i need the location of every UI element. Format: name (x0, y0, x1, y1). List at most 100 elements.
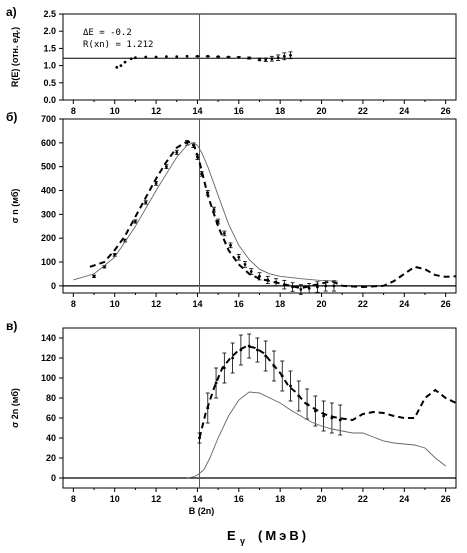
y-tick-label: 0.0 (43, 95, 56, 105)
y-tick-label: 60 (46, 413, 56, 423)
panel-a: а) R(E) (отн. ед.) 8 10 12 14 16 18 20 22 24 26 0.0 0… (6, 5, 457, 116)
data-point (282, 54, 286, 58)
data-point (256, 348, 259, 352)
data-point (216, 55, 220, 59)
x-tick-label: 20 (317, 106, 327, 116)
data-point (282, 283, 286, 287)
y-tick-label: 500 (41, 162, 56, 172)
data-point (212, 208, 216, 211)
x-tick-label: 24 (399, 494, 409, 504)
data-point (214, 381, 218, 385)
data-point (206, 191, 210, 195)
data-point (237, 255, 241, 259)
x-tick-label: 22 (358, 299, 368, 309)
y-tick-label: 80 (46, 393, 56, 403)
x-tick-label: 24 (399, 299, 409, 309)
series-solid-line (73, 142, 339, 282)
data-point (216, 220, 220, 223)
data-point (92, 274, 96, 278)
data-point (191, 143, 195, 147)
data-point (270, 57, 274, 61)
x-tick-label: 12 (151, 106, 161, 116)
data-point (222, 232, 226, 235)
data-point (305, 402, 309, 406)
data-point (324, 284, 328, 288)
y-tick-label: 400 (41, 186, 56, 196)
y-tick-label: 2.0 (43, 26, 56, 36)
data-point (239, 348, 243, 352)
y-tick-label: 120 (41, 353, 56, 363)
y-tick-label: 140 (41, 333, 56, 343)
y-tick-label: 20 (46, 453, 56, 463)
data-point (231, 356, 235, 360)
x-tick-label: 22 (358, 106, 368, 116)
data-point (322, 414, 326, 418)
x-tick-label: 10 (110, 494, 120, 504)
data-point (165, 55, 168, 59)
annotation: R(xn) = 1.212 (83, 40, 153, 50)
data-point (291, 285, 294, 289)
y-tick-label: 100 (41, 373, 56, 383)
data-point (264, 58, 268, 62)
x-tick-label: 14 (192, 494, 202, 504)
panel-letter: в) (6, 319, 17, 333)
series-dashed-line (89, 140, 457, 290)
x-tick-label: 10 (110, 299, 120, 309)
data-point (165, 165, 168, 169)
panel-letter: б) (6, 110, 17, 124)
x-tick-label: 22 (358, 494, 368, 504)
data-point (123, 60, 127, 64)
x-axis-title-sub: γ (240, 536, 245, 546)
x-axis-label: В (2n) (189, 506, 215, 516)
x-tick-label: 8 (71, 299, 76, 309)
y-tick-label: 0 (51, 281, 56, 291)
x-tick-label: 18 (275, 106, 285, 116)
x-tick-label: 14 (192, 299, 202, 309)
data-point (154, 55, 158, 59)
y-tick-label: 0.5 (43, 78, 56, 88)
data-point (119, 64, 123, 67)
data-point (200, 172, 203, 176)
data-point (297, 394, 301, 398)
panel-b: б) σ n (мб) 8 10 12 14 16 18 20 22 24 26 0 100 200 300 4… (6, 110, 457, 309)
data-point (185, 141, 189, 145)
data-point (175, 55, 179, 59)
x-tick-label: 20 (317, 299, 327, 309)
y-axis-label: σ 2n (мб) (10, 388, 20, 428)
data-point (280, 374, 284, 378)
data-point (206, 406, 210, 410)
y-tick-label: 300 (41, 209, 56, 219)
data-point (258, 58, 261, 61)
plot-frame (62, 13, 457, 101)
x-tick-label: 16 (234, 299, 244, 309)
x-tick-label: 16 (234, 106, 244, 116)
data-point (247, 344, 251, 348)
x-tick-label: 14 (192, 106, 202, 116)
x-tick-label: 26 (441, 494, 451, 504)
x-tick-label: 10 (110, 106, 120, 116)
y-tick-label: 1.0 (43, 61, 56, 71)
data-point (227, 55, 230, 59)
plot-frame (62, 118, 457, 294)
x-tick-label: 24 (399, 106, 409, 116)
data-point (272, 364, 276, 368)
data-point (266, 278, 270, 282)
data-point (133, 220, 137, 223)
annotation: ΔE = -0.2 (83, 28, 132, 38)
data-point (115, 65, 119, 69)
data-point (249, 270, 253, 273)
data-point (229, 243, 232, 247)
x-tick-label: 8 (71, 106, 76, 116)
data-point (206, 54, 210, 58)
x-tick-label: 18 (275, 299, 285, 309)
data-point (264, 354, 268, 358)
x-tick-label: 12 (151, 494, 161, 504)
y-tick-label: 40 (46, 433, 56, 443)
y-tick-label: 1.5 (43, 43, 56, 53)
y-tick-label: 700 (41, 114, 56, 124)
y-tick-label: 600 (41, 138, 56, 148)
data-point (185, 54, 189, 58)
y-axis-label: R(E) (отн. ед.) (10, 27, 20, 87)
data-point (276, 56, 280, 60)
y-tick-label: 100 (41, 257, 56, 267)
